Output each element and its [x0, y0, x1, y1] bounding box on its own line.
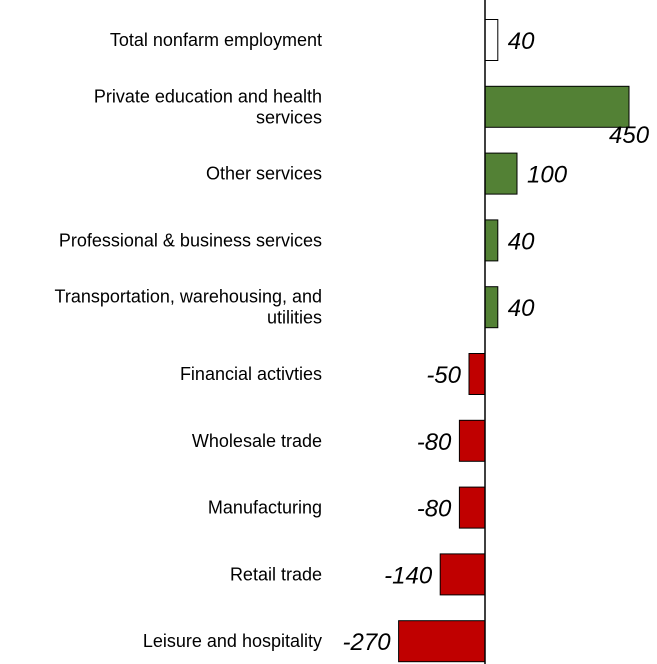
bar-1 [484, 85, 630, 128]
bar-0 [484, 19, 499, 61]
value-label: 450 [609, 122, 650, 149]
category-label: Retail trade [230, 564, 322, 584]
category-label: Professional & business services [59, 230, 322, 250]
category-labels-group: Total nonfarm employment Private educatio… [55, 30, 323, 651]
category-label: Total nonfarm employment [110, 30, 322, 50]
value-label: -80 [417, 429, 452, 456]
category-label-line: Professional & business services [59, 230, 322, 250]
category-label: Leisure and hospitality [143, 631, 322, 651]
bar-8 [439, 553, 486, 596]
category-label: Manufacturing [208, 498, 322, 518]
category-label-line: Total nonfarm employment [110, 30, 322, 50]
value-labels-group: 40 450 100 40 40 -50 -80 -80 -140 -270 [343, 28, 650, 656]
value-label: -140 [384, 562, 433, 589]
category-label: Wholesale trade [192, 431, 322, 451]
value-label: -80 [417, 496, 452, 523]
bars-group [398, 19, 630, 663]
category-label-line: Retail trade [230, 564, 322, 584]
category-label-line: Private education and health [94, 86, 322, 106]
value-label: -270 [343, 629, 392, 656]
category-label-line: Manufacturing [208, 498, 322, 518]
value-label: 40 [508, 228, 535, 255]
value-label: -50 [426, 362, 461, 389]
bar-5 [468, 353, 486, 395]
value-label: 100 [527, 162, 568, 189]
bar-6 [458, 419, 486, 462]
bar-3 [484, 219, 499, 262]
category-label: Financial activties [180, 364, 322, 384]
bar-7 [458, 486, 486, 529]
bar-2 [484, 152, 518, 195]
category-label-line: services [256, 107, 322, 127]
category-label-line: utilities [267, 308, 322, 328]
category-label-line: Financial activties [180, 364, 322, 384]
bar-9 [398, 620, 486, 663]
category-label-line: Transportation, warehousing, and [55, 287, 323, 307]
category-label: Other services [206, 164, 322, 184]
value-label: 40 [508, 28, 535, 55]
bar-4 [484, 286, 499, 329]
category-label-line: Leisure and hospitality [143, 631, 322, 651]
category-label: Transportation, warehousing, and utilitie… [55, 287, 323, 328]
category-label: Private education and health services [94, 86, 322, 127]
category-label-line: Wholesale trade [192, 431, 322, 451]
value-label: 40 [508, 295, 535, 322]
category-label-line: Other services [206, 164, 322, 184]
